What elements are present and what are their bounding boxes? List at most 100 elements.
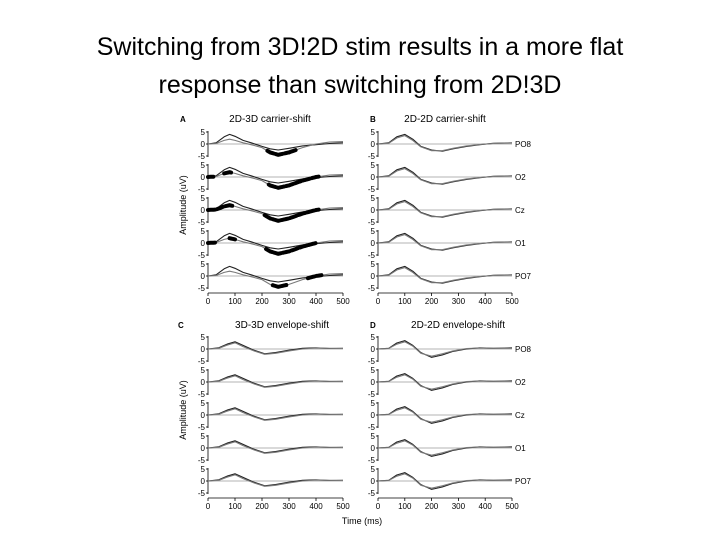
panel-b-o1-y-tick-label: 0 xyxy=(371,239,376,248)
panel-a-cz-trace-1 xyxy=(207,199,344,217)
panel-d-cz-trace-2 xyxy=(377,407,512,423)
panel-d-po8-y-tick-label: 0 xyxy=(371,345,376,354)
panel-b-po8-y-tick-label: 0 xyxy=(371,140,376,149)
panel-b-x-tick-label: 200 xyxy=(425,297,439,306)
panel-b-po7-y-tick-label: -5 xyxy=(368,284,376,293)
slide-title-line-1: Switching from 3D!2D stim results in a m… xyxy=(96,33,624,61)
panel-c-o1-y-tick-label: 0 xyxy=(201,444,206,453)
panel-b-po7-trace-2 xyxy=(377,267,513,284)
panel-b-x-tick-label: 500 xyxy=(505,297,519,306)
panel-b-po8-y-tick-label: -5 xyxy=(368,152,376,161)
panel-b-o2-y-tick-label: 0 xyxy=(371,173,376,182)
panel-b-cz-channel-label: Cz xyxy=(515,206,525,215)
panel-a-o1-significance-marker xyxy=(227,236,237,242)
panel-c-x-tick-label: 500 xyxy=(336,502,350,511)
panel-a-x-tick-label: 0 xyxy=(206,297,211,306)
panel-a-po8-trace-1 xyxy=(207,133,344,151)
panel-a-letter: A xyxy=(180,115,186,124)
panel-c-x-tick-label: 0 xyxy=(206,502,211,511)
panel-c-po8-trace-2 xyxy=(207,342,344,355)
panel-d-cz-y-tick-label: 0 xyxy=(371,411,376,420)
panel-b-x-tick-label: 300 xyxy=(452,297,466,306)
panel-d-title: 2D-2D envelope-shift xyxy=(411,320,505,331)
panel-d-o2-y-tick-label: 5 xyxy=(371,366,376,375)
panel-d-po8-trace-2 xyxy=(377,341,512,357)
panel-b-po7-y-tick-label: 5 xyxy=(371,260,376,269)
panel-c-po8-y-tick-label: 5 xyxy=(201,333,206,342)
panel-d-po8-y-tick-label: 5 xyxy=(371,333,376,342)
panel-a-po8-significance-marker xyxy=(287,147,300,155)
panel-b-o1-y-tick-label: 5 xyxy=(371,227,376,236)
panel-a-o2-y-tick-label: -5 xyxy=(198,185,206,194)
panel-d-o1-channel-label: O1 xyxy=(515,444,526,453)
panel-d-cz-channel-label: Cz xyxy=(515,411,525,420)
panel-b-o2-trace-1 xyxy=(377,166,513,185)
panel-a-po7-y-tick-label: 5 xyxy=(201,260,206,269)
panel-a-x-tick-label: 100 xyxy=(228,297,242,306)
panel-c-po7-y-tick-label: 5 xyxy=(201,465,206,474)
panel-c-title: 3D-3D envelope-shift xyxy=(235,320,329,331)
panel-c-po7-y-tick-label: 0 xyxy=(201,477,206,486)
panel-c-o1-y-tick-label: 5 xyxy=(201,432,206,441)
panel-d-x-tick-label: 300 xyxy=(452,502,466,511)
panel-a-o2-significance-marker xyxy=(222,170,235,176)
panel-c-o1-y-tick-label: -5 xyxy=(198,456,206,465)
panel-a-o1-y-tick-label: 5 xyxy=(201,227,206,236)
panel-b-o1-trace-2 xyxy=(377,234,513,251)
panel-c-cz-y-tick-label: 5 xyxy=(201,399,206,408)
panel-b-o1-trace-1 xyxy=(377,232,513,251)
panel-d-o2-channel-label: O2 xyxy=(515,378,526,387)
panel-a-cz-significance-marker xyxy=(262,207,321,223)
panel-d-po8-y-tick-label: -5 xyxy=(368,357,376,366)
panel-a-cz-y-tick-label: -5 xyxy=(198,218,206,227)
panel-c-cz-y-tick-label: -5 xyxy=(198,423,206,432)
panel-a-po8-y-tick-label: -5 xyxy=(198,152,206,161)
panel-a-cz-significance-marker xyxy=(206,203,235,212)
panel-d-x-tick-label: 500 xyxy=(505,502,519,511)
panel-a-title: 2D-3D carrier-shift xyxy=(229,114,311,125)
panel-b-o2-y-tick-label: 5 xyxy=(371,161,376,170)
panel-b-po7-channel-label: PO7 xyxy=(515,272,532,281)
panel-c-o2-y-tick-label: 5 xyxy=(201,366,206,375)
panel-c-po8-y-tick-label: -5 xyxy=(198,357,206,366)
panel-a-o1-significance-marker xyxy=(264,241,318,256)
panel-d-po7-trace-2 xyxy=(377,473,512,489)
panel-a-x-tick-label: 200 xyxy=(255,297,269,306)
panel-d-po7-y-tick-label: 5 xyxy=(371,465,376,474)
panel-c-letter: C xyxy=(178,321,184,330)
panel-a-po8-y-tick-label: 0 xyxy=(201,140,206,149)
panel-d-po7-y-tick-label: 0 xyxy=(371,477,376,486)
panel-a-po8-trace-2 xyxy=(207,138,344,156)
panel-a-cz-y-tick-label: 0 xyxy=(201,206,206,215)
panel-d-o1-y-tick-label: 5 xyxy=(371,432,376,441)
panel-c-o1-trace-2 xyxy=(207,441,344,454)
panel-c-po7-trace-2 xyxy=(207,474,344,487)
panel-b-x-tick-label: 400 xyxy=(479,297,493,306)
panel-c-x-tick-label: 100 xyxy=(228,502,242,511)
panel-c-o2-y-tick-label: -5 xyxy=(198,390,206,399)
panel-a-o2-trace-1 xyxy=(207,166,344,184)
y-axis-label-top: Amplitude (uV) xyxy=(178,175,188,235)
panel-b-title: 2D-2D carrier-shift xyxy=(404,114,486,125)
panel-a-po8-y-tick-label: 5 xyxy=(201,128,206,137)
x-axis-label: Time (ms) xyxy=(342,516,382,526)
panel-d-po8-channel-label: PO8 xyxy=(515,345,532,354)
panel-a-x-tick-label: 300 xyxy=(282,297,296,306)
slide-title-line-2: response than switching from 2D!3D xyxy=(158,71,562,99)
panel-c-x-tick-label: 300 xyxy=(282,502,296,511)
panel-a-o1-significance-marker xyxy=(206,240,219,245)
panel-a-x-tick-label: 400 xyxy=(309,297,323,306)
panel-d-po7-y-tick-label: -5 xyxy=(368,489,376,498)
panel-b-cz-trace-2 xyxy=(377,201,513,218)
panel-d-cz-y-tick-label: 5 xyxy=(371,399,376,408)
panel-a-po7-significance-marker xyxy=(305,273,324,281)
panel-b-o1-channel-label: O1 xyxy=(515,239,526,248)
panel-b-po7-y-tick-label: 0 xyxy=(371,272,376,281)
panel-d-cz-y-tick-label: -5 xyxy=(368,423,376,432)
panel-b-cz-y-tick-label: 0 xyxy=(371,206,376,215)
panel-d-x-tick-label: 200 xyxy=(425,502,439,511)
slide-title: Switching from 3D!2D stim results in a m… xyxy=(0,28,720,104)
panel-a-o1-trace-1 xyxy=(207,232,344,250)
panel-a-o2-y-tick-label: 5 xyxy=(201,161,206,170)
